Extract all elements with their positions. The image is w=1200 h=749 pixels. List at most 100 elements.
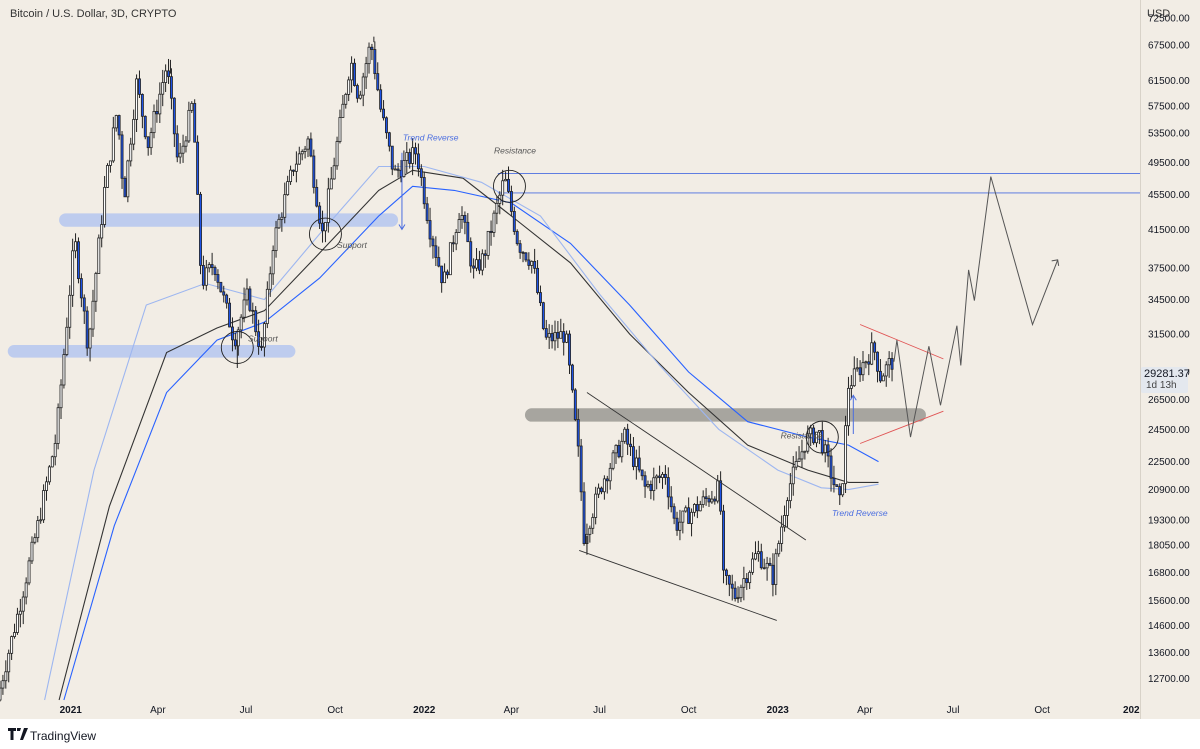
- x-axis-tick-label: Jul: [593, 705, 606, 716]
- last-price-badge: 29281.37 1d 13h: [1141, 367, 1190, 393]
- candle: [463, 211, 467, 235]
- candle-body: [611, 452, 615, 469]
- candle: [68, 285, 72, 339]
- candle-body: [687, 507, 691, 524]
- candle-body: [94, 273, 98, 302]
- candle: [210, 252, 214, 276]
- candle-body: [829, 455, 833, 479]
- candle: [649, 480, 653, 500]
- candle: [530, 260, 534, 274]
- tradingview-logo-icon[interactable]: [8, 727, 30, 741]
- candle-body: [876, 351, 879, 372]
- candle-body: [460, 215, 464, 220]
- candle: [539, 285, 542, 306]
- y-axis-tick-label: 49500.00: [1148, 158, 1190, 169]
- trendline: [579, 550, 777, 621]
- tradingview-brand[interactable]: TradingView: [30, 729, 97, 743]
- candle: [77, 237, 80, 284]
- candle: [167, 58, 170, 84]
- candle-body: [27, 560, 31, 584]
- candle-body: [367, 46, 371, 65]
- candle-body: [797, 458, 801, 462]
- candle: [748, 570, 752, 590]
- candle-body: [164, 70, 168, 83]
- candle: [652, 467, 656, 501]
- candle: [486, 230, 490, 260]
- candle: [146, 136, 150, 156]
- candle-body: [553, 332, 557, 342]
- candle: [527, 252, 531, 270]
- candle-body: [53, 443, 57, 458]
- candle: [631, 437, 635, 471]
- candle: [358, 90, 362, 100]
- candle: [521, 250, 525, 263]
- candle-body: [42, 490, 46, 521]
- candle-body: [794, 461, 798, 468]
- candle-body: [835, 484, 839, 487]
- candle: [184, 136, 188, 153]
- candle: [832, 465, 836, 493]
- candle: [637, 445, 641, 473]
- candle-body: [248, 288, 252, 311]
- candle-body: [666, 477, 670, 498]
- candle-body: [475, 259, 478, 269]
- candle: [669, 486, 673, 513]
- y-axis-tick-label: 13600.00: [1148, 648, 1190, 659]
- candle-body: [547, 333, 551, 338]
- candle: [364, 56, 368, 89]
- candle-body: [15, 613, 19, 633]
- candle-body: [146, 136, 150, 149]
- candle-body: [82, 297, 86, 312]
- candle-body: [0, 687, 2, 701]
- candle: [812, 425, 816, 445]
- candle: [739, 584, 743, 603]
- y-axis-tick-label: 53500.00: [1148, 129, 1190, 140]
- candle-body: [817, 430, 821, 433]
- candle: [878, 359, 882, 383]
- candle: [803, 450, 807, 460]
- candle: [201, 255, 205, 290]
- chart-title: Bitcoin / U.S. Dollar, 3D, CRYPTO: [10, 8, 177, 20]
- candle: [286, 175, 290, 196]
- candle: [847, 376, 850, 436]
- candle: [588, 525, 592, 543]
- price-axis[interactable]: 72500.00 67500.00 61500.00 57500.00 53500.00…: [1140, 0, 1200, 719]
- candle: [135, 74, 139, 132]
- candle: [457, 213, 461, 233]
- candle: [172, 97, 176, 147]
- candle-body: [844, 425, 848, 485]
- candle-body: [309, 138, 313, 157]
- candle: [292, 169, 295, 177]
- annotation-label: Trend Reverse: [832, 508, 888, 518]
- candle-body: [338, 117, 342, 142]
- candle: [419, 164, 423, 186]
- candle: [666, 467, 670, 510]
- price-chart[interactable]: Trend Reverse Resistance Support Support Res…: [0, 0, 1140, 719]
- candle: [47, 465, 51, 485]
- candle: [353, 58, 356, 87]
- annotation-label: Resistance: [494, 146, 536, 156]
- candle: [884, 361, 888, 387]
- candle: [553, 320, 557, 351]
- candle-body: [207, 264, 211, 269]
- candle-body: [344, 94, 348, 105]
- candle-body: [56, 407, 60, 444]
- candle: [376, 62, 380, 92]
- candle-body: [274, 227, 278, 252]
- candle-body: [579, 445, 583, 493]
- candle: [262, 321, 266, 357]
- candle: [416, 143, 420, 177]
- candle-body: [451, 242, 455, 245]
- candle-body: [39, 519, 43, 522]
- candle-body: [518, 243, 522, 253]
- candle-body: [289, 169, 293, 183]
- candle: [329, 166, 333, 190]
- candle-body: [576, 419, 580, 447]
- candle: [858, 360, 862, 382]
- candle: [602, 475, 606, 500]
- chart-plot-area[interactable]: Trend Reverse Resistance Support Support Res…: [0, 0, 1140, 719]
- x-axis-tick-label: Apr: [150, 705, 166, 716]
- candle: [306, 136, 310, 158]
- candle: [687, 497, 691, 524]
- candle: [85, 306, 89, 356]
